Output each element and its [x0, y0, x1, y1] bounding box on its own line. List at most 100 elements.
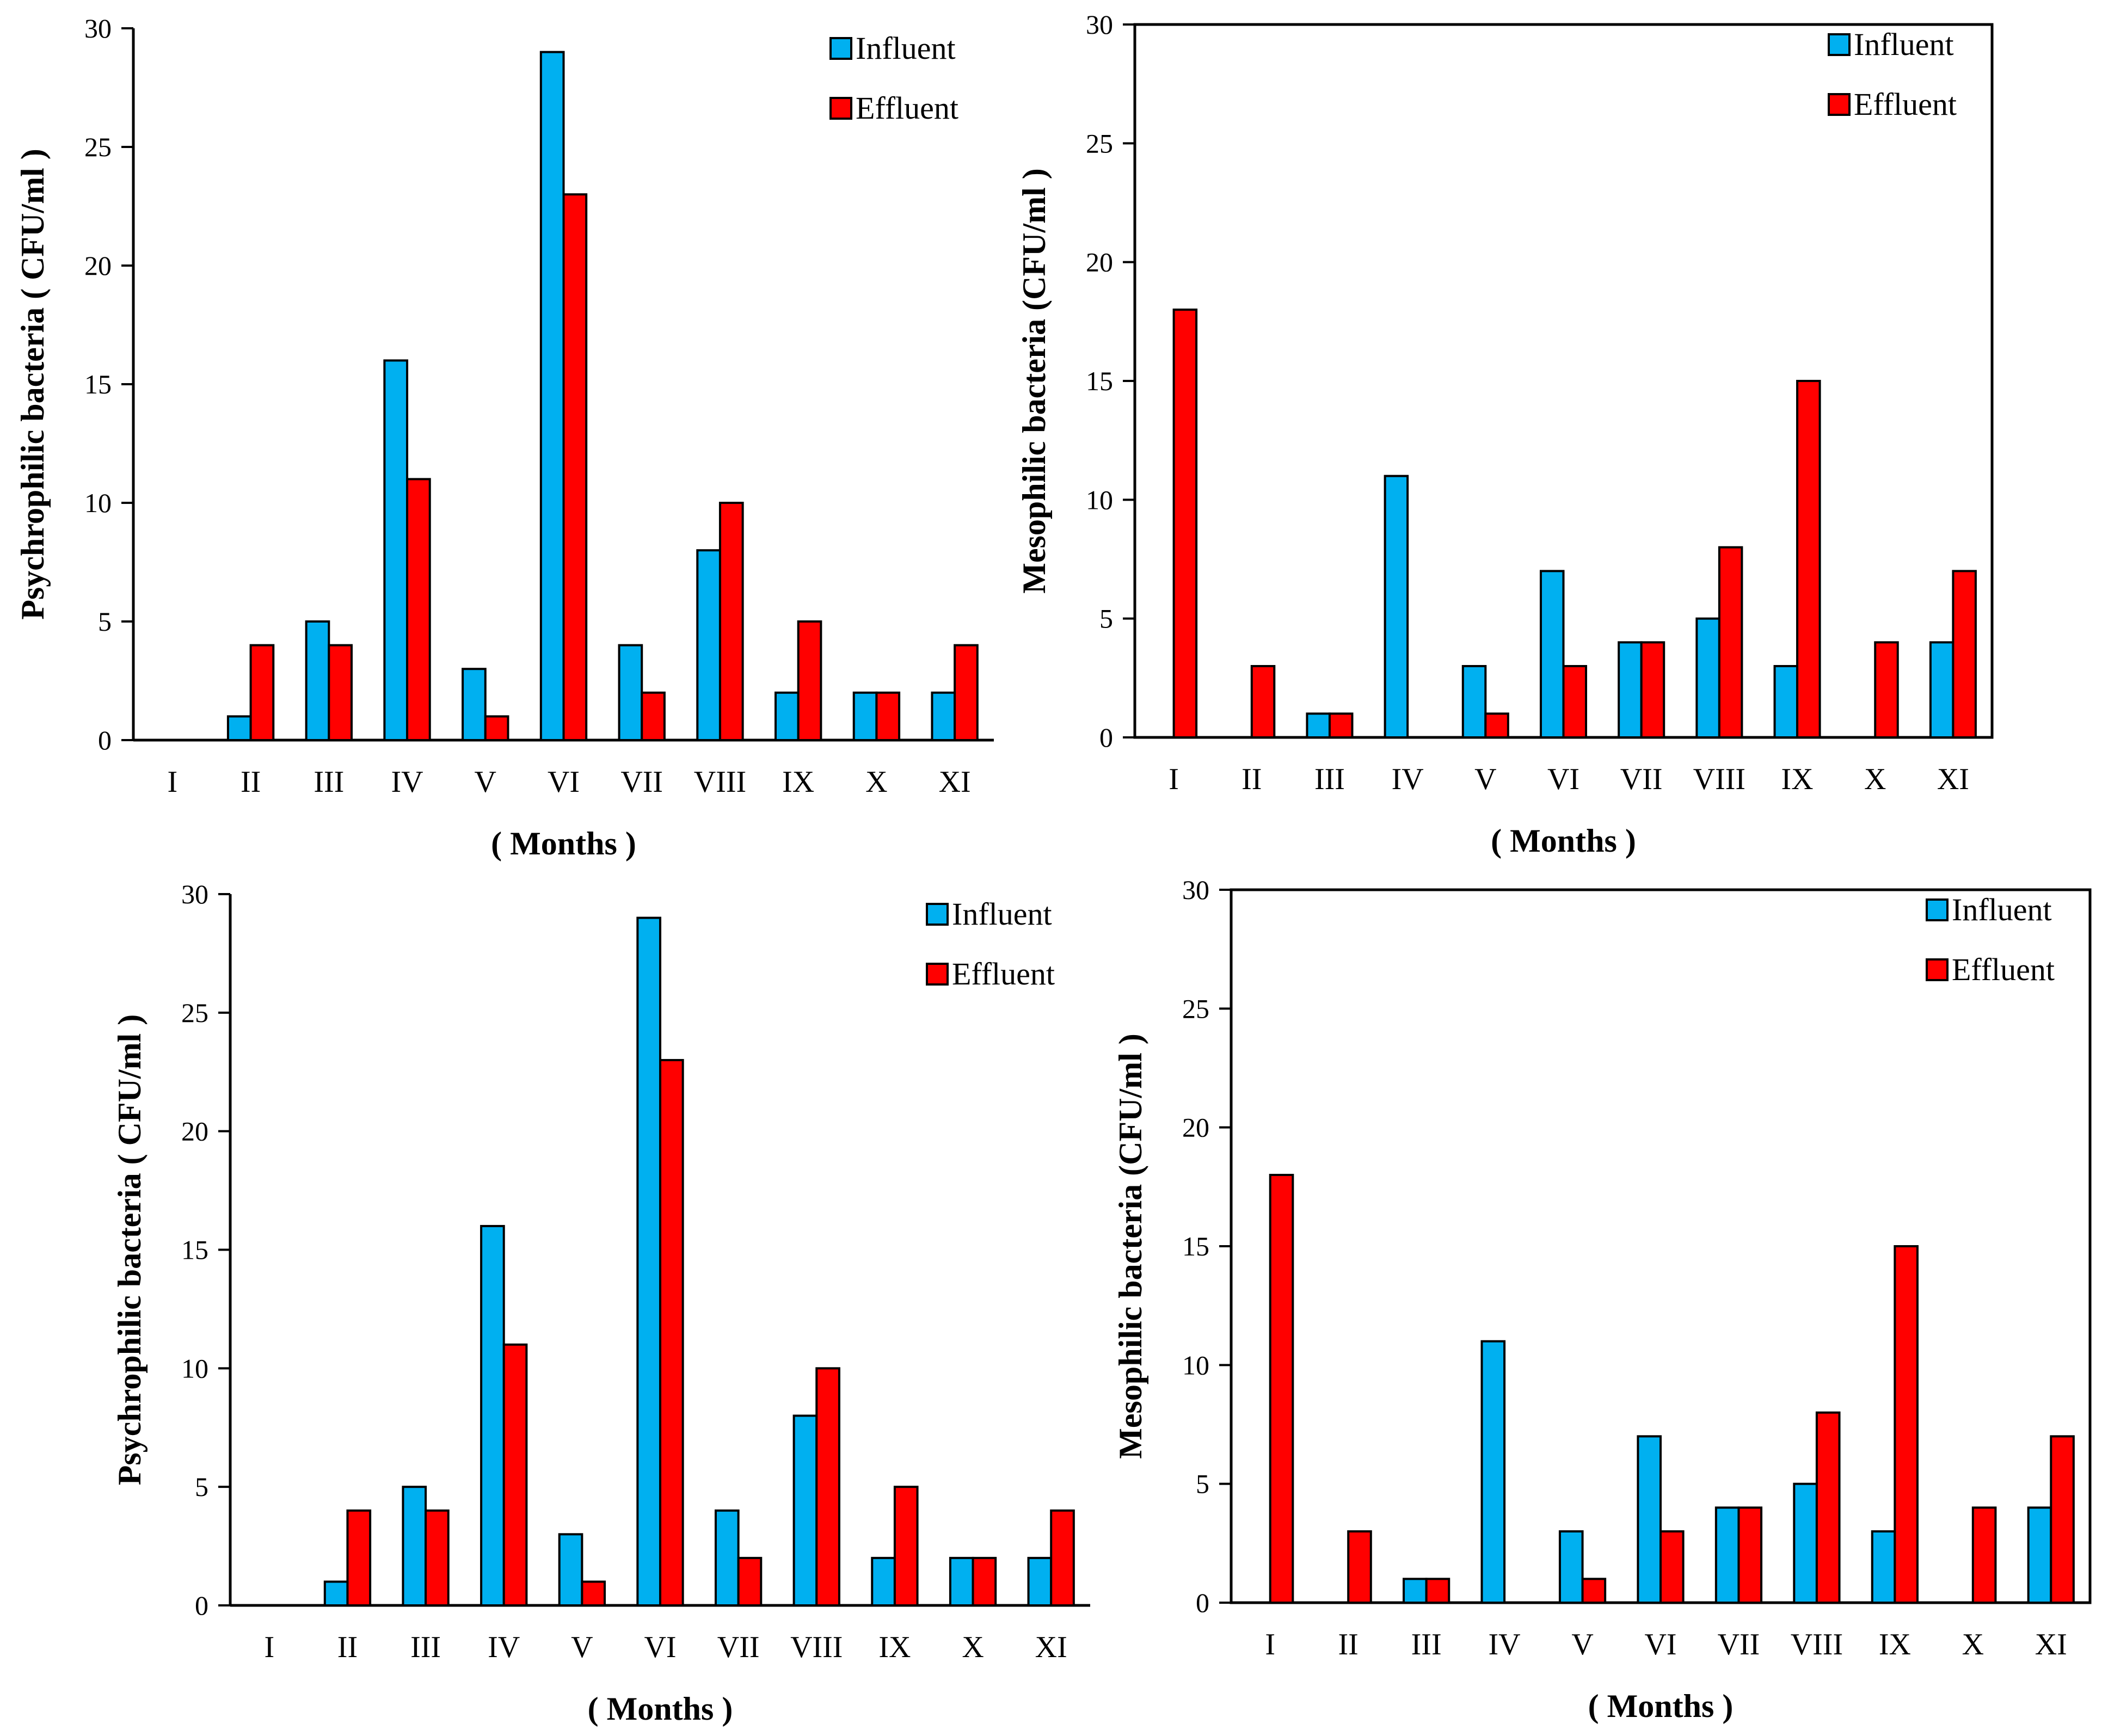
legend-swatch-influent	[1926, 898, 1949, 921]
x-tick-label: VII	[1620, 762, 1663, 796]
y-tick-label: 20	[84, 250, 112, 281]
bar-influent-VIII	[1793, 1482, 1818, 1604]
x-tick-label: II	[241, 765, 261, 799]
bar-effluent-VI	[659, 1058, 684, 1606]
legend-label-influent: Influent	[1952, 892, 2052, 927]
x-tick-label: VIII	[1791, 1628, 1843, 1661]
bar-influent-V	[1558, 1530, 1584, 1604]
x-tick-label: VI	[1547, 762, 1579, 796]
x-tick-label: IX	[1781, 762, 1813, 796]
y-tick-label: 25	[181, 998, 208, 1028]
x-tick-label: IV	[1392, 762, 1424, 796]
bar-effluent-III	[425, 1509, 450, 1607]
bar-influent-IX	[1773, 665, 1799, 738]
bar-influent-V	[558, 1533, 583, 1607]
bar-effluent-VI	[1562, 665, 1588, 738]
bar-effluent-X	[1971, 1506, 1997, 1604]
x-axis-title: ( Months )	[491, 826, 636, 861]
x-axis-title: ( Months )	[1588, 1688, 1734, 1724]
y-tick-label: 0	[1196, 1587, 1209, 1618]
y-tick-label: 5	[1196, 1469, 1209, 1499]
x-axis-title: ( Months )	[1491, 823, 1636, 859]
x-axis-title: ( Months )	[588, 1691, 733, 1727]
y-tick-label: 30	[1182, 875, 1209, 905]
x-tick-label: VI	[1644, 1628, 1676, 1661]
legend-swatch-effluent	[926, 963, 949, 986]
bar-influent-III	[305, 620, 330, 741]
y-tick-label: 15	[1086, 366, 1113, 396]
x-tick-label: X	[1864, 762, 1886, 796]
bar-effluent-II	[1347, 1530, 1372, 1604]
bar-effluent-VIII	[815, 1367, 840, 1606]
bar-effluent-XI	[1050, 1509, 1075, 1607]
bar-effluent-VII	[1640, 641, 1665, 739]
legend-label-effluent: Effluent	[856, 90, 958, 126]
x-tick-label: III	[1411, 1628, 1442, 1661]
bar-influent-VII	[1714, 1506, 1740, 1604]
x-tick-label: IV	[1489, 1628, 1521, 1661]
x-tick-label: II	[1338, 1628, 1359, 1661]
bar-influent-VI	[636, 916, 662, 1606]
x-tick-label: X	[1962, 1628, 1984, 1661]
y-tick-label: 30	[84, 13, 112, 44]
x-tick-label: VIII	[1693, 762, 1745, 796]
bar-influent-VII	[618, 644, 643, 741]
legend: Influent Effluent	[1926, 892, 2055, 987]
y-tick-label: 0	[195, 1590, 208, 1621]
bar-effluent-XI	[954, 644, 979, 741]
bar-influent-IV	[383, 359, 409, 741]
x-tick-label: I	[1265, 1628, 1275, 1661]
x-tick-label: VIII	[790, 1630, 843, 1664]
bar-influent-XI	[2027, 1506, 2052, 1604]
bar-influent-VII	[1618, 641, 1643, 739]
bar-influent-IX	[871, 1556, 896, 1607]
bar-influent-VI	[1637, 1435, 1662, 1604]
y-axis-title: Mesophilic bacteria (CFU/ml )	[1113, 1033, 1148, 1459]
x-tick-label: IX	[878, 1630, 911, 1664]
bar-influent-VII	[714, 1509, 740, 1607]
bar-influent-IV	[480, 1224, 505, 1606]
bar-effluent-XI	[2050, 1435, 2075, 1604]
bar-influent-V	[1461, 665, 1487, 738]
bar-effluent-IV	[406, 478, 431, 742]
bar-effluent-XI	[1952, 570, 1977, 739]
bar-effluent-VI	[1660, 1530, 1685, 1604]
y-tick-label: 10	[1086, 484, 1113, 515]
legend: Influent Effluent	[829, 30, 958, 126]
x-tick-label: III	[314, 765, 344, 799]
x-tick-label: I	[1169, 762, 1179, 796]
bar-influent-II	[226, 715, 252, 742]
bar-effluent-V	[1484, 712, 1509, 739]
x-tick-label: III	[1314, 762, 1345, 796]
y-tick-label: 15	[84, 369, 112, 399]
legend-swatch-effluent	[829, 97, 852, 120]
x-tick-label: VII	[620, 765, 663, 799]
bar-effluent-VII	[641, 691, 666, 742]
bar-influent-XI	[1929, 641, 1955, 739]
x-tick-label: V	[1571, 1628, 1593, 1661]
bar-influent-VIII	[696, 549, 721, 741]
bar-effluent-IX	[1894, 1245, 1919, 1604]
bar-effluent-X	[1874, 641, 1899, 739]
bar-effluent-VIII	[718, 502, 744, 741]
y-tick-label: 10	[181, 1353, 208, 1383]
bar-effluent-X	[972, 1556, 997, 1607]
y-tick-label: 5	[98, 606, 112, 637]
bar-effluent-V	[581, 1580, 606, 1607]
bar-effluent-I	[1172, 309, 1198, 738]
bar-influent-IV	[1480, 1340, 1506, 1604]
x-tick-label: IX	[1879, 1628, 1911, 1661]
bar-influent-V	[462, 668, 487, 741]
y-tick-label: 10	[1182, 1350, 1209, 1380]
legend-swatch-influent	[1828, 33, 1851, 56]
legend-label-influent: Influent	[952, 896, 1052, 932]
x-tick-label: X	[962, 1630, 984, 1664]
bar-effluent-IX	[893, 1486, 919, 1607]
bar-influent-IX	[1871, 1530, 1896, 1604]
legend-label-influent: Influent	[1854, 27, 1954, 62]
y-tick-label: 5	[195, 1472, 208, 1502]
